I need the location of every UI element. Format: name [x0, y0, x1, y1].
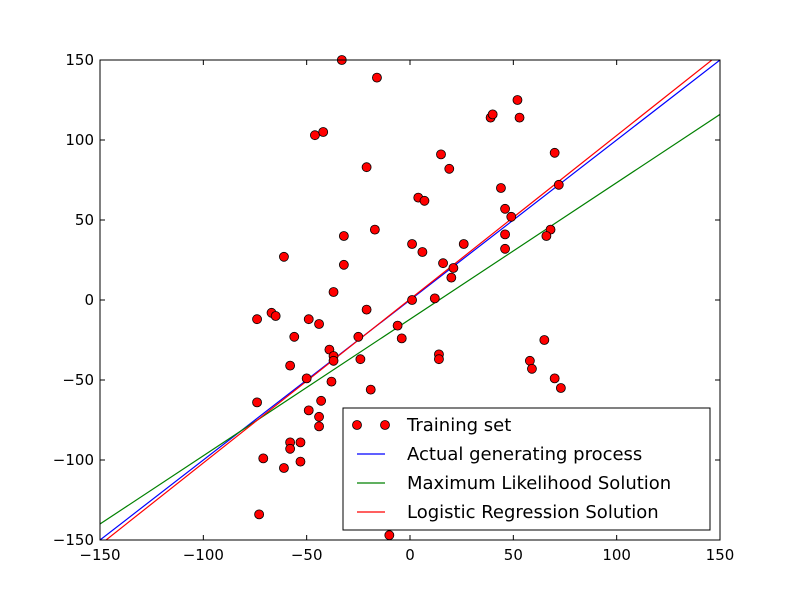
- data-point: [365, 384, 376, 395]
- x-tick-label: 150: [706, 546, 735, 564]
- x-tick-label: −150: [79, 546, 120, 564]
- data-point: [458, 239, 469, 249]
- data-point: [338, 259, 349, 270]
- data-point: [549, 147, 560, 158]
- data-point: [407, 295, 417, 305]
- data-point: [500, 229, 510, 240]
- legend-box: [342, 407, 711, 531]
- data-point: [419, 195, 430, 206]
- data-point: [279, 251, 289, 262]
- data-point: [500, 243, 510, 254]
- data-point: [301, 373, 312, 384]
- x-tick-label: 50: [504, 546, 523, 564]
- data-point: [514, 112, 525, 123]
- x-tick-label: −100: [183, 546, 224, 564]
- data-point: [553, 179, 564, 190]
- data-point: [487, 109, 498, 120]
- data-point: [285, 360, 296, 371]
- data-point: [555, 383, 566, 393]
- data-point: [254, 509, 265, 520]
- data-point: [316, 395, 327, 406]
- data-point: [252, 314, 262, 325]
- data-point: [384, 530, 395, 541]
- data-point: [295, 456, 306, 467]
- legend-marker: [352, 420, 362, 430]
- data-point: [444, 163, 455, 174]
- scatter-points: [252, 55, 566, 541]
- data-point: [429, 293, 440, 304]
- y-tick-label: 0: [84, 291, 94, 309]
- data-point: [512, 95, 523, 105]
- data-point: [355, 354, 366, 365]
- y-tick-label: −100: [53, 451, 94, 469]
- data-point: [361, 162, 372, 173]
- data-point: [541, 231, 552, 241]
- data-point: [289, 331, 300, 342]
- x-tick-label: −50: [291, 546, 323, 564]
- x-tick-label: 0: [405, 546, 415, 564]
- data-point: [500, 203, 510, 214]
- data-point: [539, 335, 550, 345]
- legend-marker: [380, 420, 390, 430]
- x-tick-label: 100: [602, 546, 631, 564]
- data-point: [396, 333, 407, 344]
- data-point: [328, 287, 339, 297]
- data-point: [318, 127, 329, 137]
- legend-label: Actual generating process: [407, 444, 642, 465]
- data-point: [314, 421, 324, 432]
- data-point: [361, 304, 372, 315]
- data-point: [417, 247, 428, 257]
- data-point: [407, 239, 417, 249]
- data-point: [270, 311, 281, 321]
- data-point: [314, 319, 324, 329]
- legend-label: Maximum Likelihood Solution: [407, 473, 671, 494]
- y-tick-label: 50: [75, 211, 94, 229]
- data-point: [372, 72, 382, 83]
- data-point: [285, 443, 296, 454]
- data-point: [524, 355, 535, 366]
- data-point: [295, 437, 306, 448]
- data-point: [258, 453, 269, 464]
- data-point: [496, 183, 506, 193]
- data-point: [328, 355, 339, 366]
- data-point: [436, 149, 446, 160]
- data-point: [392, 320, 403, 331]
- y-tick-label: 100: [65, 131, 94, 149]
- data-point: [353, 331, 364, 342]
- data-point: [310, 130, 320, 141]
- series-line-2: [100, 113, 720, 525]
- data-point: [527, 363, 537, 374]
- data-point: [438, 258, 448, 269]
- data-point: [279, 463, 289, 473]
- data-point: [338, 231, 349, 241]
- data-point: [252, 397, 262, 408]
- legend-label: Training set: [406, 415, 511, 436]
- data-point: [448, 263, 459, 273]
- data-point: [549, 373, 560, 384]
- data-point: [314, 411, 324, 422]
- y-tick-label: −150: [53, 531, 94, 549]
- legend-label: Logistic Regression Solution: [407, 502, 659, 523]
- data-point: [369, 224, 380, 235]
- data-point: [326, 376, 337, 387]
- data-point: [434, 354, 444, 365]
- data-point: [303, 405, 314, 416]
- axis-ticks: −150 −100 −50 0 50 100 150 −150 −100 −50 0 50 100 150: [53, 51, 735, 564]
- data-point: [506, 211, 517, 222]
- y-tick-label: −50: [62, 371, 94, 389]
- legend: Training set Actual generating process Max…: [342, 407, 711, 531]
- data-point: [303, 314, 314, 325]
- y-tick-label: 150: [65, 51, 94, 69]
- data-point: [446, 272, 457, 283]
